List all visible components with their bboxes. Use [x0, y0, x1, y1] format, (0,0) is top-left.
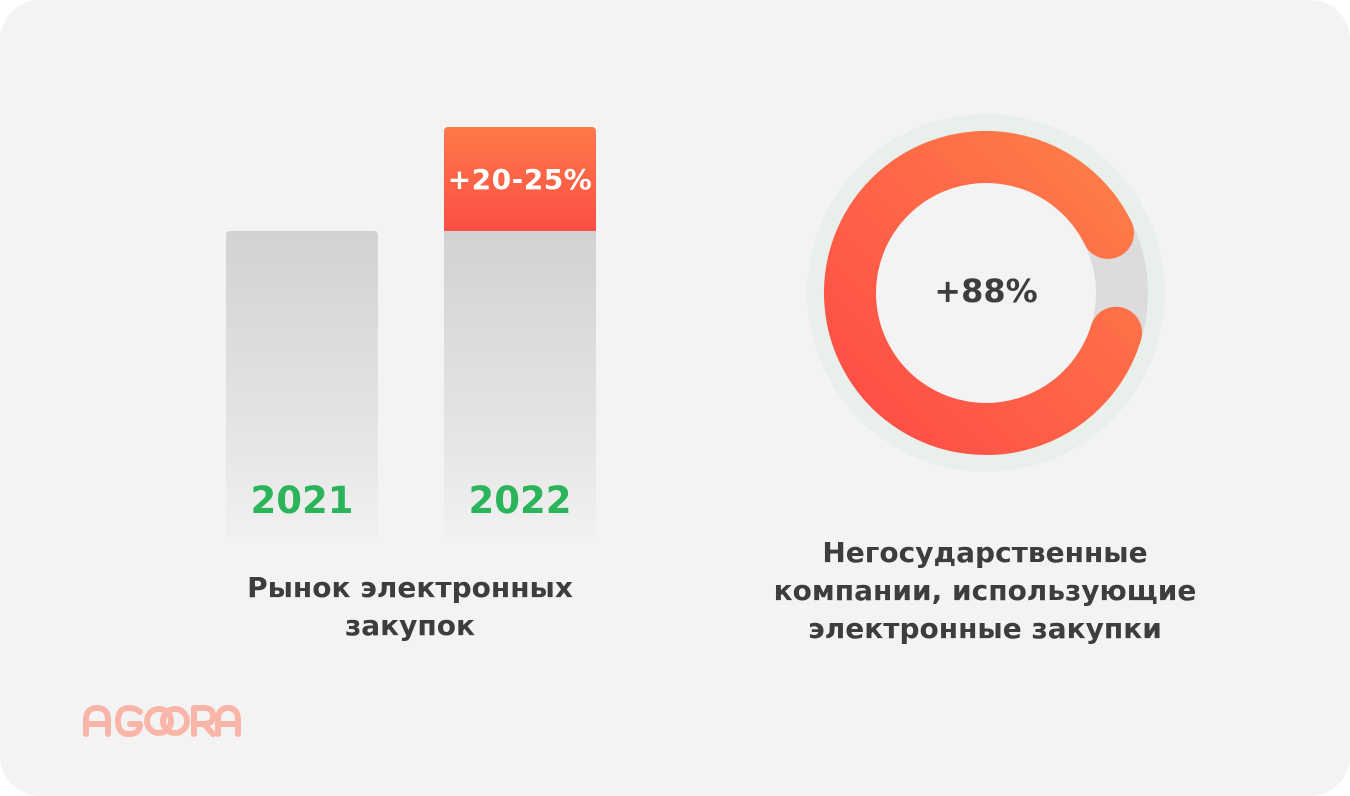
- donut-caption-line-1: Негосударственные: [822, 536, 1148, 569]
- bar-label-2022: 2022: [468, 479, 572, 522]
- bar-label-2021: 2021: [250, 479, 354, 522]
- agora-logo: [82, 700, 242, 745]
- donut-svg: [807, 114, 1165, 472]
- bar-chart-caption: Рынок электронных закупок: [160, 569, 660, 645]
- donut-caption-line-3: электронные закупки: [808, 612, 1162, 645]
- bar-2021: 2021: [226, 231, 378, 538]
- donut-center-label: +88%: [934, 272, 1038, 310]
- increase-label: +20-25%: [447, 163, 593, 196]
- agora-logo-graphic: [83, 705, 241, 737]
- bar-caption-line-1: Рынок электронных: [247, 571, 573, 604]
- donut-chart: [805, 112, 1167, 474]
- bar-2022: 2022: [444, 231, 596, 538]
- donut-caption-line-2: компании, использующие: [773, 574, 1197, 607]
- bar-2022-increase: +20-25%: [444, 127, 596, 231]
- bar-caption-line-2: закупок: [344, 609, 475, 642]
- donut-chart-caption: Негосударственные компании, использующие…: [735, 534, 1235, 648]
- donut-arc: [824, 131, 1143, 455]
